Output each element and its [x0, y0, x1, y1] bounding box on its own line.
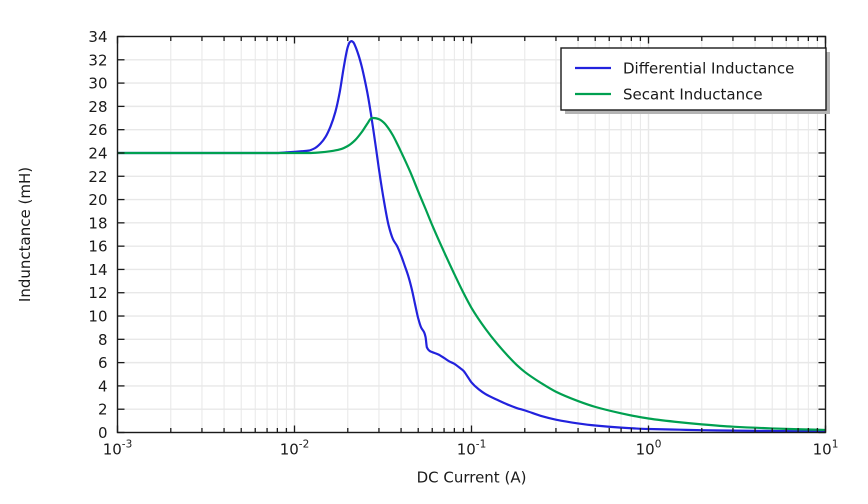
y-tick-label: 24 [88, 144, 107, 162]
x-tick-labels: 10-3 10-2 10-1 100 101 [103, 439, 839, 459]
legend: Differential Inductance Secant Inductance [560, 47, 830, 114]
legend-box [560, 47, 827, 111]
legend-label-differential-inductance: Differential Inductance [623, 60, 794, 78]
x-tick-label: 10-2 [280, 439, 310, 459]
series-group [117, 40, 826, 433]
y-tick-label: 12 [88, 284, 107, 302]
y-tick-label: 32 [88, 51, 107, 69]
x-tick-label: 10-3 [103, 439, 133, 459]
y-tick-label: 28 [88, 98, 107, 116]
y-tick-label: 14 [88, 261, 107, 279]
y-tick-label: 34 [88, 28, 107, 46]
x-tick-label: 101 [813, 439, 839, 459]
x-tick-label: 10-1 [457, 439, 487, 459]
grid-lines [116, 35, 827, 434]
y-tick-label: 0 [98, 424, 108, 442]
legend-label-secant-inductance: Secant Inductance [623, 86, 763, 104]
y-tick-label: 26 [88, 121, 107, 139]
y-tick-label: 22 [88, 168, 107, 186]
y-tick-label: 6 [98, 354, 108, 372]
y-axis-ticks [117, 35, 826, 434]
series-line-differential-inductance [117, 40, 826, 433]
y-tick-label: 4 [98, 377, 108, 395]
x-tick-label: 100 [636, 439, 662, 459]
series-line-secant-inductance [117, 116, 826, 432]
x-axis-title: DC Current (A) [417, 469, 527, 487]
y-tick-label: 18 [88, 214, 107, 232]
y-tick-label: 2 [98, 401, 108, 419]
y-tick-label: 20 [88, 191, 107, 209]
y-tick-label: 8 [98, 331, 108, 349]
y-axis-title: Indunctance (mH) [16, 167, 34, 302]
x-axis-ticks [116, 36, 827, 433]
y-tick-label: 30 [88, 75, 107, 93]
y-tick-label: 16 [88, 238, 107, 256]
y-tick-label: 10 [88, 308, 107, 326]
